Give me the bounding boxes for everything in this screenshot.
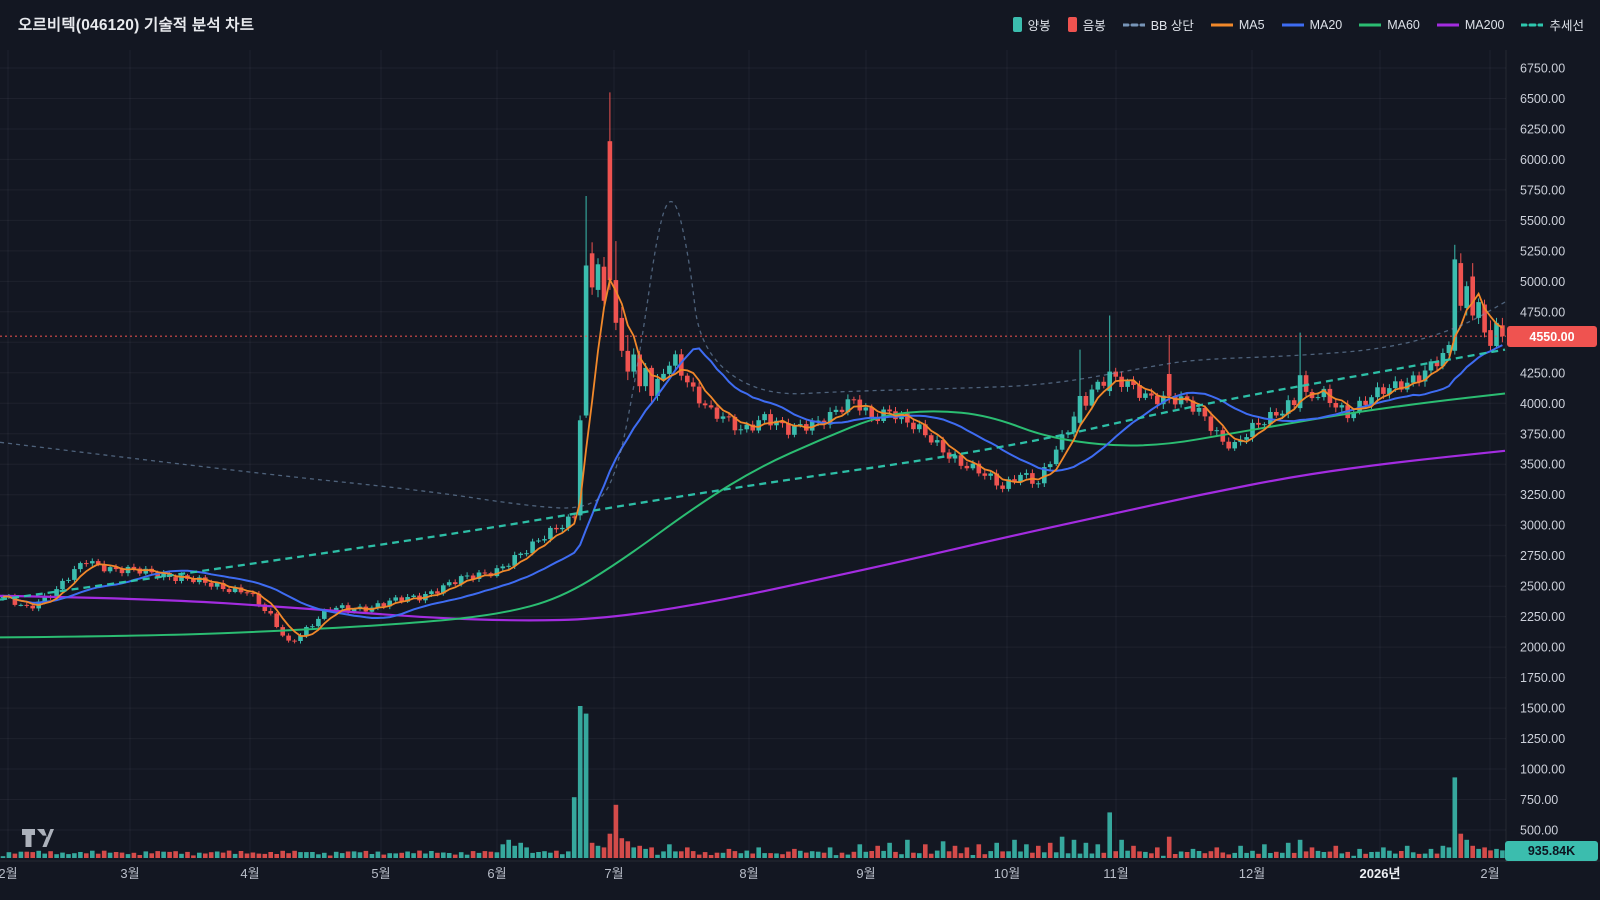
- svg-text:2026년: 2026년: [1360, 866, 1401, 881]
- svg-text:3250.00: 3250.00: [1520, 488, 1565, 502]
- candles-layer: [0, 92, 1505, 644]
- svg-text:2월: 2월: [0, 866, 18, 881]
- legend-label: MA200: [1464, 17, 1505, 32]
- trend-line: [0, 348, 1506, 601]
- svg-text:5000.00: 5000.00: [1520, 275, 1565, 289]
- ma200-line: [0, 449, 1506, 622]
- svg-text:8월: 8월: [739, 866, 758, 881]
- svg-text:5500.00: 5500.00: [1520, 214, 1565, 228]
- legend-item-down-candle[interactable]: 음봉: [1067, 15, 1106, 34]
- legend-item-ma200[interactable]: MA200: [1436, 17, 1505, 32]
- svg-text:2250.00: 2250.00: [1520, 610, 1565, 624]
- svg-text:3000.00: 3000.00: [1520, 519, 1565, 533]
- price-axis[interactable]: 6750.00 6500.00 6250.00 6000.00 5750.00 5500.…: [1520, 62, 1565, 838]
- svg-text:3750.00: 3750.00: [1520, 427, 1565, 441]
- legend-label: MA5: [1238, 17, 1265, 32]
- ma60-line: [0, 392, 1506, 639]
- legend-item-ma20[interactable]: MA20: [1281, 17, 1343, 32]
- volume-pane: [0, 706, 1505, 858]
- svg-text:1500.00: 1500.00: [1520, 702, 1565, 716]
- svg-text:1250.00: 1250.00: [1520, 732, 1565, 746]
- time-axis[interactable]: 2월 3월 4월 5월 6월 7월 8월 9월 10월 11월 12월 2026년 2월: [0, 866, 1500, 881]
- legend-label: BB 상단: [1150, 19, 1194, 33]
- legend-label: 양봉: [1027, 19, 1051, 33]
- page-title: 오르비텍(046120) 기술적 분석 차트: [18, 17, 255, 34]
- candle-swatch-icon: [1067, 17, 1077, 32]
- last-price-badge: 4550.00: [1507, 326, 1597, 347]
- last-volume-badge: 935.84K: [1505, 841, 1598, 861]
- svg-text:500.00: 500.00: [1520, 824, 1558, 838]
- svg-text:6000.00: 6000.00: [1520, 153, 1565, 167]
- ma5-line: [2, 277, 1503, 637]
- svg-text:10월: 10월: [994, 866, 1020, 881]
- svg-text:3월: 3월: [120, 866, 139, 881]
- legend-label: MA60: [1387, 17, 1420, 32]
- bb-upper-line: [0, 200, 1506, 509]
- tradingview-logo-icon[interactable]: [20, 824, 54, 857]
- svg-text:4000.00: 4000.00: [1520, 397, 1565, 411]
- legend-label: MA20: [1309, 17, 1343, 32]
- svg-text:1750.00: 1750.00: [1520, 671, 1565, 685]
- svg-text:5250.00: 5250.00: [1520, 244, 1565, 258]
- svg-text:4월: 4월: [240, 866, 259, 881]
- svg-text:6750.00: 6750.00: [1520, 62, 1565, 76]
- svg-text:2월: 2월: [1480, 866, 1499, 881]
- line-swatch-icon: [1281, 23, 1304, 26]
- ma20-line: [2, 344, 1503, 619]
- svg-text:4750.00: 4750.00: [1520, 305, 1565, 319]
- svg-text:2750.00: 2750.00: [1520, 549, 1565, 563]
- legend-label: 음봉: [1082, 19, 1106, 33]
- svg-text:3500.00: 3500.00: [1520, 458, 1565, 472]
- gridlines: [0, 50, 1506, 858]
- svg-text:9월: 9월: [856, 866, 875, 881]
- svg-text:2000.00: 2000.00: [1520, 641, 1565, 655]
- line-swatch-icon: [1521, 23, 1544, 26]
- legend-item-up-candle[interactable]: 양봉: [1012, 15, 1051, 34]
- legend-item-ma5[interactable]: MA5: [1210, 17, 1265, 32]
- svg-text:5월: 5월: [371, 866, 390, 881]
- svg-text:4250.00: 4250.00: [1520, 366, 1565, 380]
- legend-item-trendline[interactable]: 추세선: [1521, 15, 1584, 34]
- pane-borders: [0, 50, 1600, 862]
- svg-text:6월: 6월: [487, 866, 506, 881]
- line-swatch-icon: [1359, 23, 1382, 26]
- candle-swatch-icon: [1012, 17, 1022, 32]
- svg-text:11월: 11월: [1103, 866, 1128, 881]
- chart-legend: 양봉 음봉 BB 상단 MA5 MA20 MA60 MA200 추세선: [1012, 15, 1584, 34]
- chart-header: 오르비텍(046120) 기술적 분석 차트 양봉 음봉 BB 상단 MA5 MA20 M…: [0, 0, 1600, 46]
- line-swatch-icon: [1122, 23, 1145, 26]
- svg-text:6250.00: 6250.00: [1520, 123, 1565, 137]
- svg-text:5750.00: 5750.00: [1520, 183, 1565, 197]
- legend-item-bb-upper[interactable]: BB 상단: [1122, 15, 1194, 34]
- svg-text:750.00: 750.00: [1520, 793, 1558, 807]
- svg-text:7월: 7월: [604, 866, 623, 881]
- line-swatch-icon: [1436, 23, 1459, 26]
- svg-text:2500.00: 2500.00: [1520, 580, 1565, 594]
- svg-text:1000.00: 1000.00: [1520, 763, 1565, 777]
- svg-text:12월: 12월: [1239, 866, 1265, 881]
- line-swatch-icon: [1210, 23, 1233, 26]
- legend-label: 추세선: [1549, 19, 1584, 33]
- svg-text:6500.00: 6500.00: [1520, 92, 1565, 106]
- legend-item-ma60[interactable]: MA60: [1359, 18, 1420, 32]
